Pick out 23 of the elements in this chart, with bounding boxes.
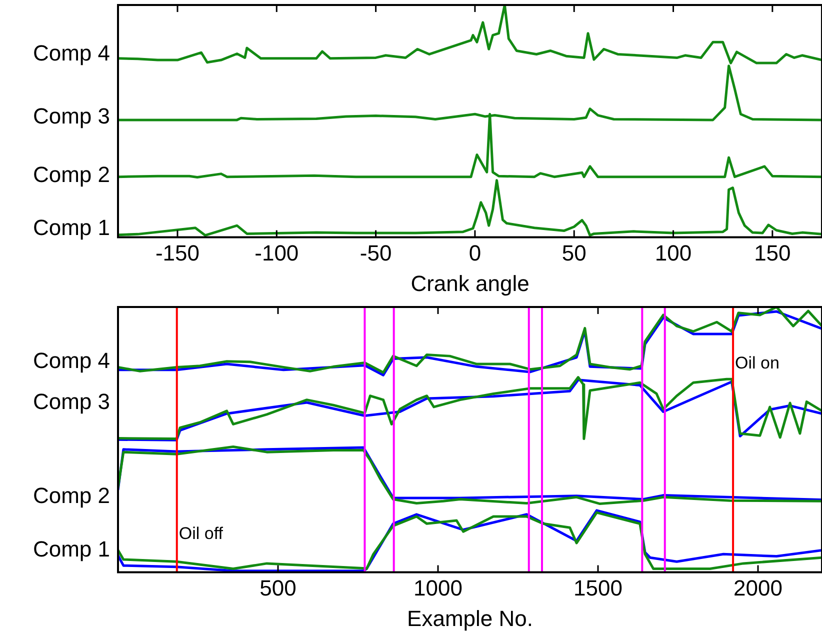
x-tick-label: 150 [754,240,791,266]
x-axis-title: Crank angle [410,270,530,296]
x-tick-label: 2000 [734,575,782,600]
series-label: Comp 4 [32,348,110,373]
x-tick-label: 500 [260,575,296,600]
annotation: Oil on [735,354,780,373]
x-axis-title: Example No. [407,606,533,631]
series-label: Comp 4 [32,40,110,66]
x-tick-label: 0 [468,240,482,266]
x-tick-label: -150 [155,240,200,266]
series-label: Comp 3 [32,104,110,129]
series-label: Comp 1 [32,215,110,240]
x-tick-label: 1500 [574,575,622,600]
series-label: Comp 2 [32,162,110,188]
annotation: Oil off [178,524,224,543]
x-tick-label: -50 [360,240,392,266]
series-label: Comp 1 [32,536,110,562]
series-label: Comp 2 [32,483,110,508]
series-label: Comp 3 [32,389,110,414]
x-tick-label: 1000 [414,575,462,600]
x-tick-label: 100 [654,240,692,266]
x-tick-label: 50 [562,240,586,266]
x-tick-label: -100 [254,240,299,266]
